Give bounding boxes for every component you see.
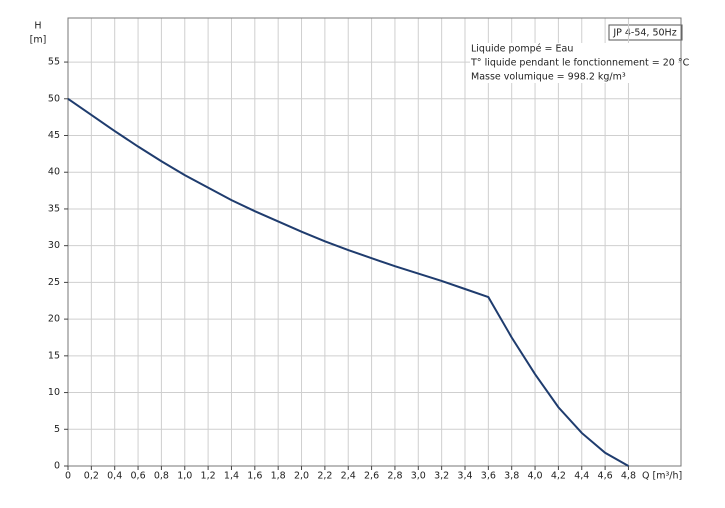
x-tick-label: 4,2: [551, 471, 566, 482]
x-tick-label: 4,4: [574, 471, 589, 482]
x-axis-label: Q [m³/h]: [642, 471, 682, 482]
y-tick-label: 50: [48, 93, 60, 104]
y-axis-unit: [m]: [30, 35, 47, 46]
y-axis-label: H: [34, 21, 41, 32]
x-tick-label: 4,8: [621, 471, 636, 482]
y-tick-label: 45: [48, 130, 60, 141]
x-tick-label: 1,2: [201, 471, 216, 482]
badge: JP 4-54, 50Hz: [612, 28, 676, 39]
curve: [67, 97, 629, 467]
y-tick-label: 25: [48, 277, 60, 288]
note: T° liquide pendant le fonctionnement = 2…: [470, 58, 690, 69]
y-tick-label: 30: [48, 240, 60, 251]
y-tick-label: 40: [48, 167, 60, 178]
note: Liquide pompé = Eau: [471, 44, 573, 55]
badge-box: [608, 24, 683, 41]
x-tick-label: 4,0: [527, 471, 542, 482]
x-tick-label: 1,6: [247, 471, 262, 482]
plot-frame: [67, 17, 682, 467]
x-tick-label: 0: [65, 471, 71, 482]
x-tick-label: 2,2: [317, 471, 332, 482]
x-tick-label: 2,6: [364, 471, 379, 482]
y-tick-label: 5: [54, 424, 60, 435]
x-tick-label: 3,2: [434, 471, 449, 482]
x-tick-label: 1,8: [271, 471, 286, 482]
x-tick-label: 3,6: [481, 471, 496, 482]
x-tick-label: 3,8: [504, 471, 519, 482]
x-tick-label: 2,8: [387, 471, 402, 482]
x-tick-label: 0,2: [84, 471, 99, 482]
note: Masse volumique = 998.2 kg/m³: [471, 72, 626, 83]
x-tick-label: 2,0: [294, 471, 309, 482]
y-tick-label: 35: [48, 203, 60, 214]
x-tick-label: 0,4: [107, 471, 122, 482]
y-tick-label: 20: [48, 314, 60, 325]
notes-box: [470, 43, 678, 83]
x-tick-label: 3,4: [457, 471, 472, 482]
y-tick-label: 55: [48, 57, 60, 68]
x-tick-label: 1,4: [224, 471, 239, 482]
x-tick-label: 2,4: [341, 471, 356, 482]
y-tick-label: 10: [48, 387, 60, 398]
y-tick-label: 0: [54, 461, 60, 472]
x-tick-label: 1,0: [177, 471, 192, 482]
y-tick-label: 15: [48, 350, 60, 361]
x-tick-label: 0,8: [154, 471, 169, 482]
x-tick-label: 0,6: [131, 471, 146, 482]
x-tick-label: 3,0: [411, 471, 426, 482]
x-tick-label: 4,6: [598, 471, 613, 482]
